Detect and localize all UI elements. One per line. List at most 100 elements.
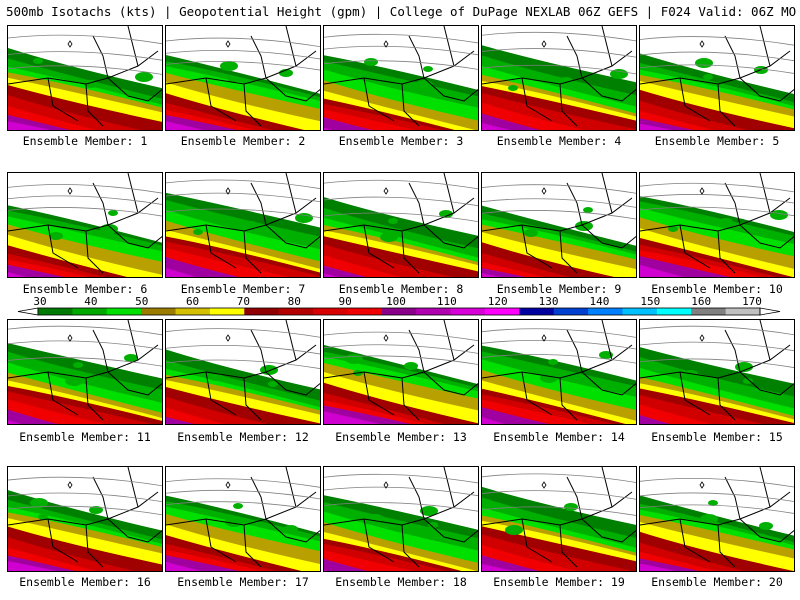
isotach-band: [8, 272, 27, 277]
isotach-blob: [423, 66, 433, 72]
isotach-blob: [388, 218, 398, 224]
height-contour: [482, 340, 636, 350]
height-contour: [324, 344, 478, 354]
isotach-blob: [380, 232, 398, 242]
panel-label: Ensemble Member: 1: [22, 134, 148, 148]
colorbar-segment: [656, 308, 692, 315]
ensemble-panel-14: [481, 319, 637, 425]
colorbar-tick-label: 140: [589, 296, 609, 308]
panel-label: Ensemble Member: 7: [180, 282, 306, 296]
height-contour: [8, 195, 162, 205]
height-contour: [482, 64, 636, 75]
isotach-blob: [575, 221, 593, 231]
border-line: [640, 491, 791, 526]
isotach-blob: [345, 354, 363, 364]
border-line: [423, 371, 478, 396]
border-line: [443, 26, 455, 67]
isotach-map: [324, 26, 478, 130]
colorbar: 30 40 50 60 70 80 90 100 110 120 130 140 150 160 170: [0, 296, 800, 318]
height-contour: [482, 328, 636, 338]
border-line: [724, 35, 741, 79]
panel-label: Ensemble Member: 17: [177, 575, 309, 589]
colorbar-tick-label: 80: [288, 296, 301, 308]
isotach-map: [8, 467, 162, 571]
ensemble-panel-17: [165, 466, 321, 572]
isotach-blob: [209, 373, 223, 381]
border-line: [759, 467, 771, 508]
height-contour: [166, 359, 320, 369]
border-line: [724, 476, 741, 520]
isotach-blob: [524, 229, 538, 237]
isotach-map: [8, 173, 162, 277]
marker-diamond: [541, 481, 547, 489]
height-contour: [640, 325, 794, 336]
border-line: [566, 329, 583, 373]
height-contour: [166, 344, 320, 355]
colorbar-segment: [209, 308, 245, 315]
colorbar-segment: [175, 308, 211, 315]
height-contour: [166, 192, 320, 203]
isotach-blob: [719, 218, 733, 226]
isotach-band: [482, 113, 541, 130]
border-line: [566, 476, 583, 520]
border-line: [265, 518, 320, 543]
border-line: [324, 50, 475, 85]
isotach-blob: [564, 503, 578, 511]
ensemble-panel-18: [323, 466, 479, 572]
marker-diamond: [225, 187, 231, 195]
isotach-blob: [233, 503, 243, 509]
isotach-band: [324, 117, 373, 130]
height-contour: [166, 37, 320, 48]
height-contour: [482, 210, 636, 220]
height-contour: [482, 184, 636, 194]
border-line: [47, 371, 79, 416]
isotach-map: [166, 320, 320, 424]
isotach-blob: [428, 522, 438, 528]
isotach-band: [640, 563, 676, 571]
border-line: [724, 329, 741, 373]
panel-label: Ensemble Member: 8: [338, 282, 464, 296]
isotach-band: [640, 415, 671, 424]
isotach-blob: [268, 381, 278, 387]
isotach-map: [482, 320, 636, 424]
isotach-band: [324, 273, 340, 277]
border-line: [581, 518, 636, 543]
ensemble-panel-13: [323, 319, 479, 425]
marker-diamond: [225, 481, 231, 489]
panel-label: Ensemble Member: 4: [496, 134, 622, 148]
isotach-band: [482, 273, 501, 277]
height-contour: [324, 60, 478, 70]
border-line: [521, 371, 553, 416]
ensemble-panel-10: [639, 172, 795, 278]
colorbar-segment: [244, 308, 280, 315]
panel-label: Ensemble Member: 9: [496, 282, 622, 296]
border-line: [92, 35, 109, 79]
border-line: [717, 377, 736, 421]
colorbar-segment: [416, 308, 452, 315]
isotach-blob: [513, 511, 523, 517]
isotach-map: [8, 320, 162, 424]
ensemble-panel-6: [7, 172, 163, 278]
panel-label: Ensemble Member: 11: [19, 430, 151, 444]
height-contour: [324, 33, 478, 44]
height-contour: [482, 354, 636, 364]
border-line: [47, 518, 79, 563]
border-line: [85, 230, 104, 274]
border-line: [92, 182, 109, 226]
height-contour: [8, 505, 162, 516]
map-title: 500mb Isotachs (kts) | Geopotential Heig…: [6, 4, 796, 19]
border-line: [92, 476, 109, 520]
border-line: [265, 77, 320, 102]
panel-label: Ensemble Member: 15: [651, 430, 783, 444]
colorbar-segment: [313, 308, 348, 315]
height-contour: [8, 325, 162, 336]
ensemble-panel-15: [639, 319, 795, 425]
isotach-map: [166, 467, 320, 571]
border-line: [759, 320, 771, 361]
panel-label: Ensemble Member: 19: [493, 575, 625, 589]
isotach-blob: [30, 498, 48, 508]
ensemble-panel-7: [165, 172, 321, 278]
ensemble-panel-16: [7, 466, 163, 572]
colorbar-tick-label: 30: [33, 296, 46, 308]
colorbar-segment: [72, 308, 108, 315]
